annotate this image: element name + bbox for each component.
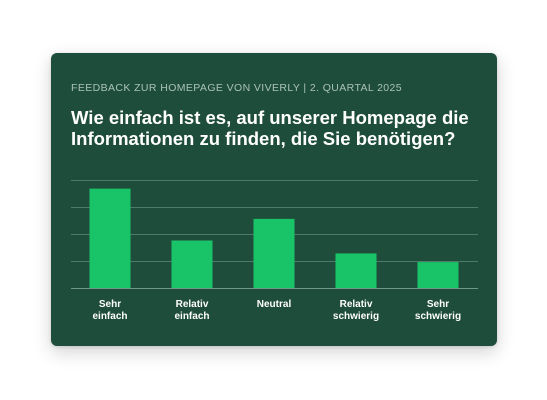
- bar: [171, 240, 213, 288]
- x-tick-label: Relativ einfach: [174, 299, 209, 322]
- x-tick-label: Sehr einfach: [92, 299, 127, 322]
- bar: [253, 218, 295, 288]
- x-tick-label: Relativ schwierig: [333, 299, 379, 322]
- chart-title: Wie einfach ist es, auf unserer Homepage…: [71, 107, 469, 149]
- bar: [335, 253, 377, 288]
- x-tick-label: Neutral: [257, 299, 292, 310]
- chart-card: FEEDBACK ZUR HOMEPAGE VON VIVERLY | 2. Q…: [51, 53, 497, 346]
- bar: [417, 262, 459, 288]
- bar: [89, 188, 131, 288]
- chart-subtitle: FEEDBACK ZUR HOMEPAGE VON VIVERLY | 2. Q…: [71, 82, 403, 94]
- x-tick-label: Sehr schwierig: [415, 299, 461, 322]
- bar-chart: Sehr einfach Relativ einfach Neutral Relativ s…: [71, 180, 478, 322]
